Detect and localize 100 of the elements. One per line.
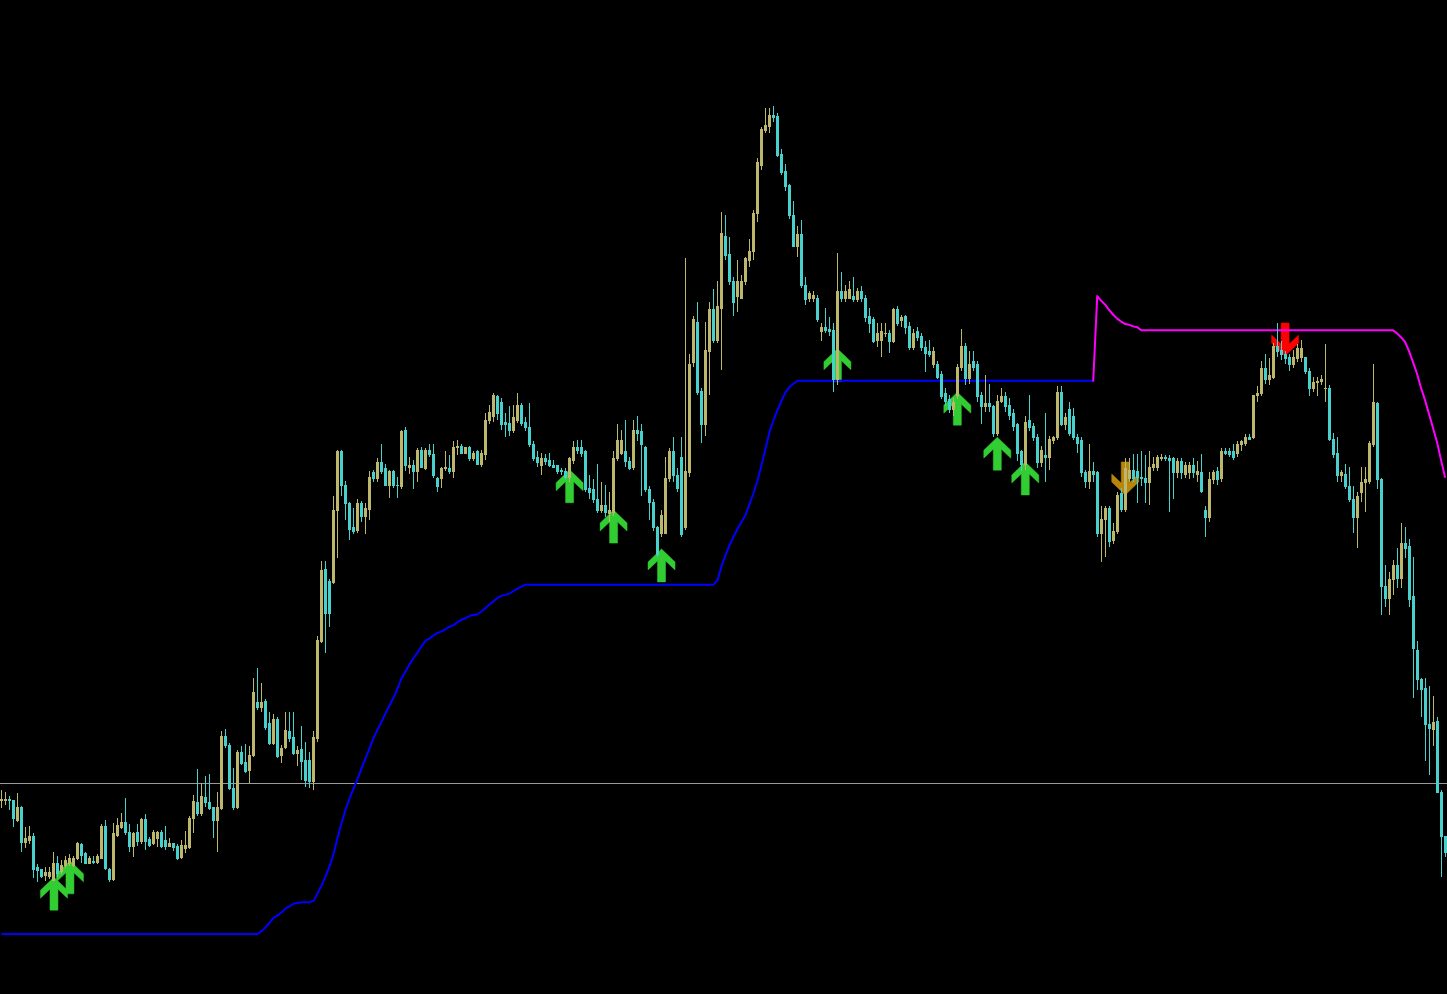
- candlestick: [712, 288, 715, 344]
- candlestick: [848, 280, 851, 300]
- candlestick: [436, 476, 439, 493]
- candlestick: [680, 436, 683, 538]
- candlestick: [824, 307, 827, 334]
- candlestick: [816, 294, 819, 323]
- candlestick: [952, 397, 955, 417]
- candlestick: [1244, 433, 1247, 447]
- candlestick: [900, 314, 903, 328]
- candlestick: [1156, 454, 1159, 472]
- candlestick: [372, 469, 375, 483]
- candlestick: [476, 449, 479, 466]
- candlestick: [12, 799, 15, 828]
- candlestick: [1276, 322, 1279, 358]
- candlestick: [1148, 450, 1151, 506]
- candlestick: [164, 825, 167, 851]
- candlestick: [984, 374, 987, 413]
- candlestick: [1432, 695, 1435, 747]
- candlestick: [560, 467, 563, 476]
- candlestick: [1048, 435, 1051, 471]
- candlestick: [492, 392, 495, 423]
- candlestick: [1316, 376, 1319, 397]
- candlestick: [92, 855, 95, 865]
- candlestick: [20, 805, 23, 853]
- candlestick: [968, 350, 971, 385]
- candlestick: [156, 830, 159, 848]
- candlestick: [1120, 487, 1123, 513]
- candlestick: [632, 419, 635, 471]
- candlestick: [1168, 454, 1171, 513]
- candlestick: [604, 484, 607, 518]
- candlestick: [152, 829, 155, 846]
- candlestick: [196, 768, 199, 817]
- candlestick: [1136, 453, 1139, 504]
- candlestick: [388, 469, 391, 499]
- candlestick: [964, 342, 967, 386]
- candlestick: [472, 450, 475, 462]
- candlestick: [40, 868, 43, 879]
- candlestick: [1044, 412, 1047, 483]
- candlestick: [140, 817, 143, 845]
- candlestick: [460, 443, 463, 455]
- candlestick: [412, 459, 415, 490]
- candlestick: [600, 481, 603, 514]
- candlestick: [692, 315, 695, 368]
- candlestick: [1100, 505, 1103, 563]
- candlestick: [256, 667, 259, 711]
- candlestick: [1232, 443, 1235, 461]
- candlestick: [556, 464, 559, 475]
- candlestick: [1356, 491, 1359, 549]
- point: [56, 860, 84, 895]
- point: [647, 548, 676, 583]
- candlestick: [1336, 436, 1339, 483]
- candlestick: [452, 440, 455, 479]
- candlestick: [852, 277, 855, 303]
- candlestick: [840, 271, 843, 303]
- candlestick: [596, 463, 599, 514]
- candlestick: [1144, 454, 1147, 504]
- candlestick: [464, 446, 467, 455]
- candlestick: [1108, 505, 1111, 548]
- candlestick: [844, 284, 847, 303]
- candlestick: [736, 259, 739, 313]
- candlestick: [564, 467, 567, 480]
- candlestick: [624, 419, 627, 468]
- candlestick: [28, 825, 31, 845]
- candlestick: [432, 443, 435, 479]
- candlestick: [68, 853, 71, 867]
- point: [983, 436, 1012, 471]
- candlestick: [932, 346, 935, 369]
- candlestick: [544, 453, 547, 466]
- point: [599, 509, 628, 544]
- candlestick: [1180, 457, 1183, 480]
- candlestick: [136, 823, 139, 847]
- candlestick: [376, 457, 379, 483]
- candlestick: [56, 855, 59, 878]
- candlestick: [520, 402, 523, 427]
- candlestick: [468, 445, 471, 462]
- candlestick: [100, 823, 103, 860]
- candlestick: [244, 743, 247, 774]
- candlestick: [160, 829, 163, 849]
- candlestick: [1236, 440, 1239, 458]
- candlestick: [1312, 376, 1315, 393]
- candlestick: [1088, 443, 1091, 490]
- candlestick: [292, 711, 295, 756]
- candlestick: [296, 745, 299, 767]
- candlestick: [796, 225, 799, 258]
- candlestick: [1196, 460, 1199, 483]
- candlestick: [1288, 353, 1291, 372]
- candlestick: [820, 322, 823, 342]
- candlestick: [16, 792, 19, 823]
- candlestick: [1200, 453, 1203, 494]
- candlestick: [888, 329, 891, 354]
- candlestick: [896, 305, 899, 327]
- candlestick: [1056, 385, 1059, 441]
- candlestick: [576, 439, 579, 455]
- candlestick: [112, 822, 115, 882]
- candlestick: [408, 456, 411, 475]
- candlestick: [424, 447, 427, 471]
- candlestick: [4, 791, 7, 806]
- candlestick: [1400, 522, 1403, 589]
- candlestick: [260, 682, 263, 713]
- candlestick: [360, 500, 363, 523]
